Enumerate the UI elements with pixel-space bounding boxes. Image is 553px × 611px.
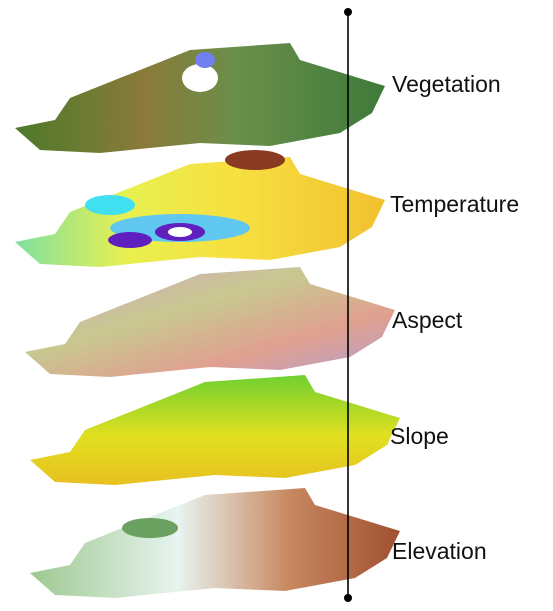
layer-label: Slope (390, 423, 449, 449)
map-detail (122, 518, 178, 538)
layer-diagram: Vegetation Temperature Aspect Slope Elev… (0, 0, 553, 606)
page: Vegetation Temperature Aspect Slope Elev… (0, 0, 553, 606)
layer-label: Temperature (390, 191, 519, 217)
layer-label: Vegetation (392, 71, 501, 97)
aspect-map (25, 267, 395, 377)
map-detail (85, 195, 135, 215)
map-detail (225, 150, 285, 170)
layer-maps (15, 43, 400, 598)
axis-end (344, 594, 352, 602)
elevation-map (30, 488, 400, 598)
layer-label: Elevation (392, 538, 487, 564)
layer-label: Aspect (392, 307, 463, 333)
map-detail (108, 232, 152, 248)
axis-end (344, 8, 352, 16)
temperature-map (15, 157, 385, 267)
map-detail (182, 64, 218, 92)
map-detail (195, 52, 215, 68)
map-detail (168, 227, 192, 237)
slope-map (30, 375, 400, 485)
